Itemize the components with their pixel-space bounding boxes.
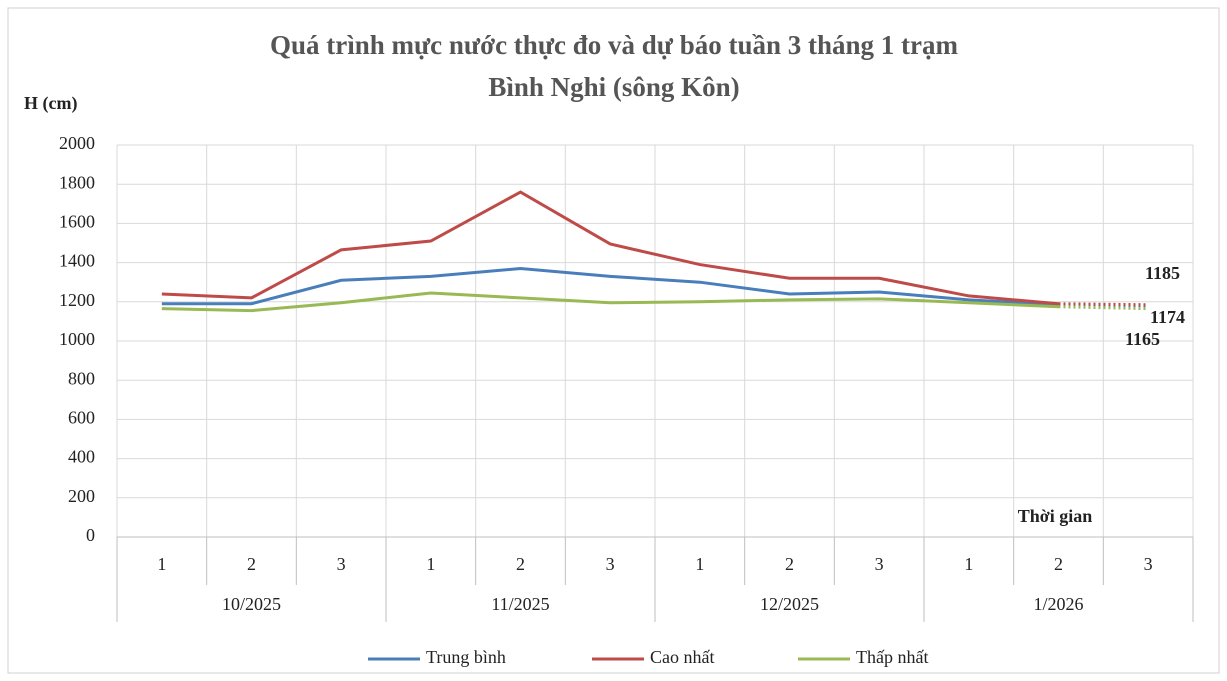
x-tick-label: 1 — [157, 554, 166, 574]
y-tick-label: 1200 — [59, 290, 95, 310]
x-tick-label: 3 — [1144, 554, 1153, 574]
y-tick-label: 1800 — [59, 172, 95, 192]
x-tick-label: 3 — [337, 554, 346, 574]
chart-title: Quá trình mực nước thực đo và dự báo tuầ… — [270, 30, 959, 60]
x-group-label: 1/2026 — [1033, 594, 1083, 614]
x-group-label: 12/2025 — [760, 594, 819, 614]
x-tick-label: 2 — [785, 554, 794, 574]
x-tick-label: 1 — [426, 554, 435, 574]
x-tick-label: 1 — [695, 554, 704, 574]
line-series — [161, 266, 1059, 307]
data-label: 1174 — [1150, 307, 1185, 327]
line-series — [161, 291, 1059, 313]
legend-label: Trung bình — [426, 647, 506, 667]
y-tick-label: 1600 — [59, 212, 95, 232]
x-group-label: 11/2025 — [491, 594, 549, 614]
y-tick-label: 800 — [68, 368, 95, 388]
data-label: 1185 — [1145, 263, 1180, 283]
x-tick-label: 2 — [516, 554, 525, 574]
x-tick-label: 3 — [875, 554, 884, 574]
y-tick-label: 1000 — [59, 329, 95, 349]
y-tick-label: 600 — [68, 408, 95, 428]
y-tick-label: 200 — [68, 486, 95, 506]
x-tick-label: 2 — [1054, 554, 1063, 574]
x-tick-label: 2 — [247, 554, 256, 574]
line-series — [161, 190, 1059, 306]
y-tick-label: 0 — [86, 525, 95, 545]
y-tick-label: 400 — [68, 447, 95, 467]
x-axis-label: Thời gian — [1018, 506, 1093, 526]
y-tick-label: 2000 — [59, 133, 95, 153]
chart-title: Bình Nghi (sông Kôn) — [488, 72, 739, 102]
x-tick-label: 1 — [964, 554, 973, 574]
x-group-label: 10/2025 — [222, 594, 281, 614]
y-axis-label: H (cm) — [24, 93, 77, 114]
legend-label: Thấp nhất — [856, 647, 928, 667]
legend-label: Cao nhất — [650, 647, 715, 667]
data-label: 1165 — [1125, 329, 1160, 349]
y-tick-label: 1400 — [59, 251, 95, 271]
x-tick-label: 3 — [606, 554, 615, 574]
